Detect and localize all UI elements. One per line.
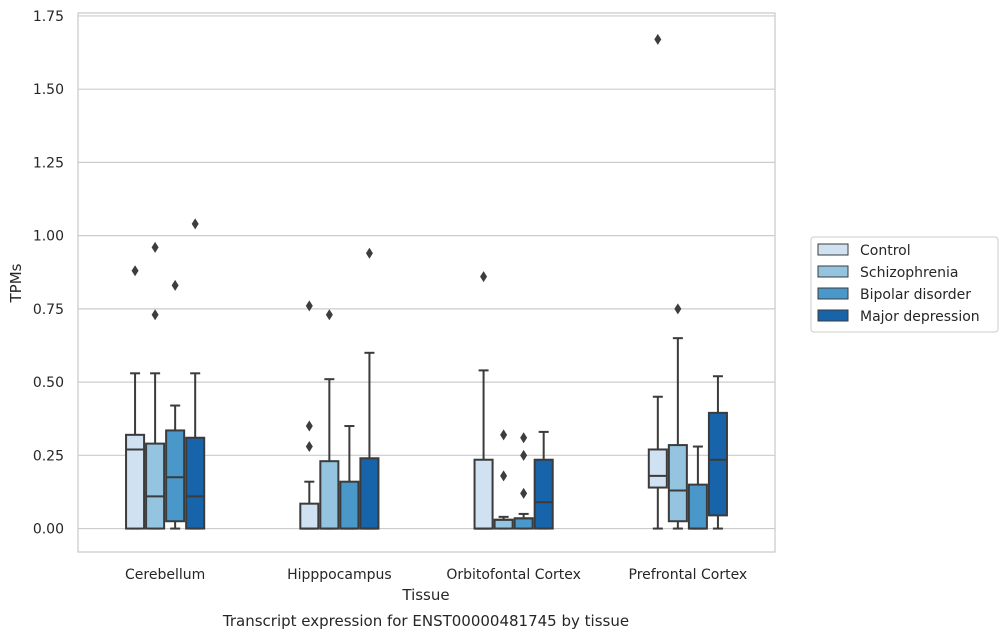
box-4-1 bbox=[647, 33, 668, 530]
outlier-point bbox=[305, 300, 313, 312]
box-body bbox=[473, 458, 494, 530]
box-1-1 bbox=[125, 265, 146, 530]
legend-swatch bbox=[817, 287, 849, 300]
y-tick-label: 1.75 bbox=[33, 9, 64, 25]
box-3-1 bbox=[473, 271, 494, 530]
outlier-point bbox=[191, 218, 199, 230]
box-body bbox=[513, 517, 534, 530]
x-tick-labels: Cerebellum Hipppocampus Orbitofontal Corte… bbox=[125, 567, 747, 583]
box-2-4 bbox=[359, 247, 380, 530]
legend-swatch bbox=[817, 265, 849, 278]
outlier-point bbox=[305, 441, 313, 453]
box-body bbox=[687, 483, 708, 530]
box-2-2 bbox=[319, 309, 340, 530]
y-tick-label: 1.25 bbox=[33, 155, 64, 171]
legend-label: Control bbox=[860, 243, 911, 259]
outlier-point bbox=[520, 432, 528, 444]
x-tick-label: Cerebellum bbox=[125, 567, 205, 583]
box-3-2 bbox=[493, 429, 514, 530]
legend-label: Bipolar disorder bbox=[860, 287, 971, 303]
outlier-point bbox=[325, 309, 333, 321]
outlier-point bbox=[674, 303, 682, 315]
outlier-point bbox=[151, 241, 159, 253]
box-1-3 bbox=[165, 279, 186, 530]
box-3-3 bbox=[513, 432, 534, 530]
outlier-point bbox=[365, 247, 373, 259]
y-tick-label: 1.50 bbox=[33, 82, 64, 98]
box-body bbox=[125, 433, 146, 530]
outlier-point bbox=[654, 33, 662, 45]
outlier-point bbox=[520, 487, 528, 499]
box-body bbox=[533, 458, 554, 530]
legend-label: Schizophrenia bbox=[860, 265, 958, 281]
box-2-1 bbox=[299, 300, 320, 530]
box-4-4 bbox=[707, 375, 728, 530]
box-4-2 bbox=[667, 303, 688, 530]
legend-label: Major depression bbox=[860, 309, 980, 325]
box-body bbox=[319, 460, 340, 530]
y-axis-label: TPMs bbox=[7, 263, 25, 303]
box-2-3 bbox=[339, 425, 360, 530]
box-1-4 bbox=[185, 218, 206, 530]
box-body bbox=[145, 442, 166, 530]
boxes bbox=[125, 33, 728, 530]
box-3-4 bbox=[533, 430, 554, 530]
box-body bbox=[647, 448, 668, 489]
x-tick-label: Prefrontal Cortex bbox=[629, 567, 748, 583]
outlier-point bbox=[131, 265, 139, 277]
outlier-point bbox=[171, 279, 179, 291]
outlier-point bbox=[480, 271, 488, 283]
x-axis-label: Tissue bbox=[401, 586, 449, 604]
box-body bbox=[707, 411, 728, 517]
box-body bbox=[493, 518, 514, 530]
outlier-point bbox=[500, 429, 508, 441]
legend-items: Control Schizophrenia Bipolar disorder Majo… bbox=[817, 243, 980, 325]
legend-frame bbox=[810, 236, 999, 333]
box-body bbox=[359, 457, 380, 530]
y-tick-label: 1.00 bbox=[33, 229, 64, 245]
y-tick-labels: 0.00 0.25 0.50 0.75 1.00 1.25 1.50 1.75 bbox=[33, 9, 64, 538]
chart-caption: Transcript expression for ENST0000048174… bbox=[222, 612, 629, 630]
plot-frame bbox=[77, 12, 776, 553]
legend: Control Schizophrenia Bipolar disorder Majo… bbox=[810, 236, 999, 333]
outlier-point bbox=[520, 449, 528, 461]
box-body bbox=[165, 429, 186, 523]
outlier-point bbox=[151, 309, 159, 321]
outlier-point bbox=[500, 470, 508, 482]
legend-swatch bbox=[817, 243, 849, 256]
box-1-2 bbox=[145, 241, 166, 530]
outlier-point bbox=[305, 420, 313, 432]
box-body bbox=[185, 436, 206, 530]
y-tick-label: 0.25 bbox=[33, 448, 64, 464]
x-tick-label: Hipppocampus bbox=[287, 567, 392, 583]
box-4-3 bbox=[687, 445, 708, 530]
box-body bbox=[299, 502, 320, 530]
y-tick-label: 0.00 bbox=[33, 522, 64, 538]
legend-swatch bbox=[817, 309, 849, 322]
y-tick-label: 0.75 bbox=[33, 302, 64, 318]
y-tick-label: 0.50 bbox=[33, 375, 64, 391]
x-tick-label: Orbitofontal Cortex bbox=[446, 567, 581, 583]
box-body bbox=[667, 444, 688, 523]
box-body bbox=[339, 480, 360, 530]
